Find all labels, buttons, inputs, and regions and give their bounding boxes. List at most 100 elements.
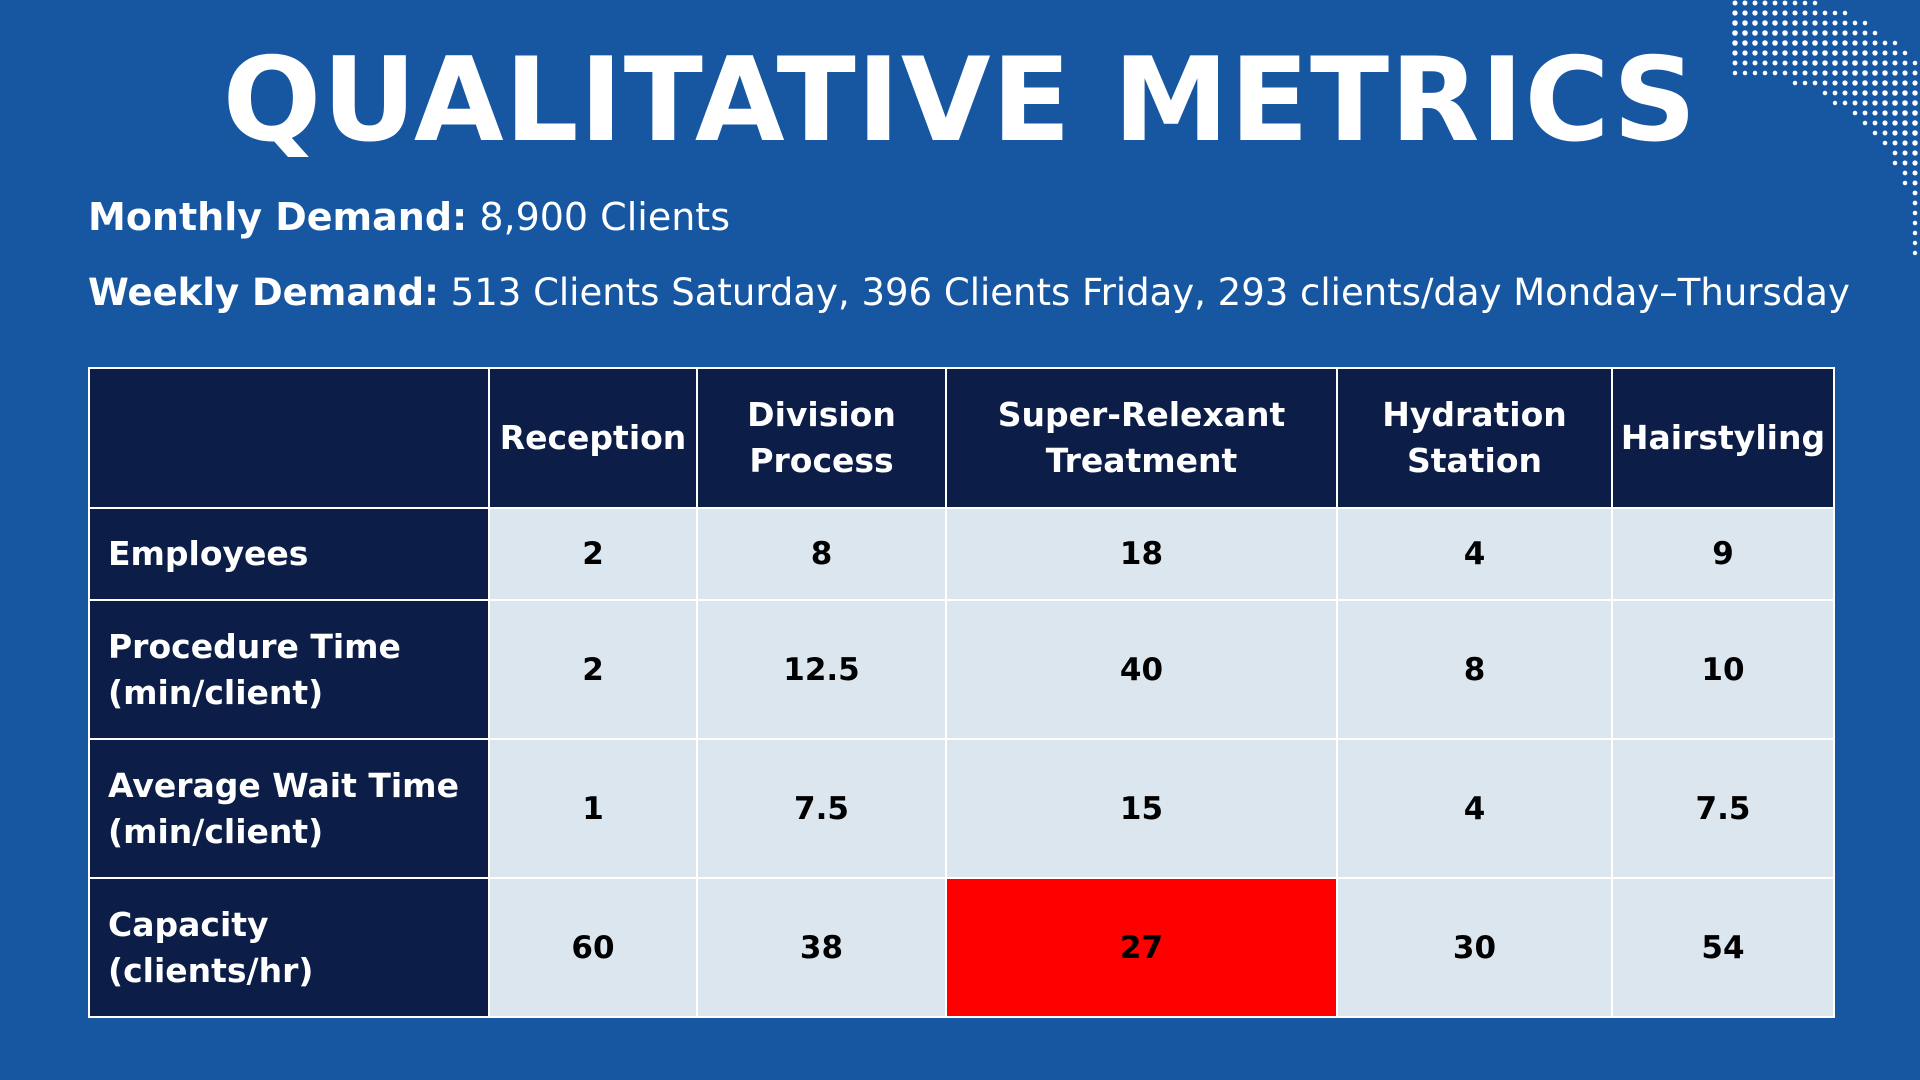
- decorative-dot: [1882, 50, 1888, 56]
- decorative-dot: [1912, 100, 1918, 106]
- decorative-dot: [1762, 10, 1768, 16]
- table-row: Capacity (clients/hr) 60 38 27 30 54: [88, 877, 1835, 1018]
- monthly-demand-value: 8,900 Clients: [467, 195, 730, 239]
- decorative-dot: [1782, 60, 1788, 66]
- decorative-dot: [1912, 90, 1918, 96]
- table-header-row: Reception Division Process Super-Relexant…: [88, 367, 1835, 509]
- decorative-dot: [1792, 50, 1798, 56]
- decorative-dot: [1752, 70, 1758, 76]
- decorative-dot: [1862, 60, 1868, 66]
- decorative-dot: [1822, 50, 1828, 56]
- decorative-dot: [1742, 20, 1748, 26]
- decorative-dot: [1912, 80, 1918, 86]
- decorative-dot: [1862, 120, 1868, 126]
- decorative-dot: [1822, 40, 1828, 46]
- decorative-dot: [1862, 20, 1868, 26]
- decorative-dot: [1912, 160, 1918, 166]
- table-cell: 9: [1611, 507, 1835, 601]
- decorative-dot: [1742, 30, 1748, 36]
- decorative-dot: [1872, 130, 1878, 136]
- decorative-dot: [1862, 50, 1868, 56]
- table-cell: 2: [488, 599, 698, 740]
- decorative-dot: [1812, 0, 1818, 6]
- decorative-dot: [1912, 70, 1918, 76]
- decorative-dot: [1802, 30, 1808, 36]
- table-row: Employees 2 8 18 4 9: [88, 507, 1835, 601]
- decorative-dot: [1892, 160, 1898, 166]
- decorative-dot: [1842, 60, 1848, 66]
- decorative-dot: [1832, 70, 1838, 76]
- table-cell: 8: [1336, 599, 1613, 740]
- decorative-dot: [1772, 50, 1778, 56]
- decorative-dot: [1772, 20, 1778, 26]
- decorative-dot: [1902, 50, 1908, 56]
- decorative-dot: [1732, 30, 1738, 36]
- monthly-demand-label: Monthly Demand:: [88, 195, 468, 239]
- decorative-dot: [1872, 120, 1878, 126]
- decorative-dot: [1782, 70, 1788, 76]
- decorative-dot: [1792, 0, 1798, 6]
- table-cell: 15: [945, 738, 1338, 879]
- decorative-dot: [1902, 180, 1908, 186]
- decorative-dot: [1782, 30, 1788, 36]
- decorative-dot: [1802, 60, 1808, 66]
- decorative-dot: [1772, 10, 1778, 16]
- weekly-demand-label: Weekly Demand:: [88, 271, 439, 314]
- page-title: QUALITATIVE METRICS: [222, 33, 1698, 168]
- decorative-dot: [1792, 30, 1798, 36]
- decorative-dot: [1792, 80, 1798, 86]
- decorative-dot: [1902, 80, 1908, 86]
- decorative-dot: [1752, 10, 1758, 16]
- table-cell: 54: [1611, 877, 1835, 1018]
- column-header: Division Process: [696, 367, 947, 509]
- decorative-dot: [1862, 100, 1868, 106]
- table-cell: 1: [488, 738, 698, 879]
- table-cell: 8: [696, 507, 947, 601]
- decorative-dot: [1772, 70, 1778, 76]
- decorative-dot: [1902, 170, 1908, 176]
- decorative-dot: [1902, 150, 1908, 156]
- decorative-dot: [1872, 90, 1878, 96]
- decorative-dot: [1832, 80, 1838, 86]
- decorative-dot: [1832, 40, 1838, 46]
- decorative-dot: [1812, 60, 1818, 66]
- decorative-dot: [1862, 80, 1868, 86]
- decorative-dot: [1742, 0, 1748, 6]
- decorative-dot: [1912, 220, 1918, 226]
- decorative-dot: [1812, 40, 1818, 46]
- decorative-dot: [1782, 50, 1788, 56]
- decorative-dot: [1732, 40, 1738, 46]
- decorative-dot: [1862, 110, 1868, 116]
- row-label-line: (min/client): [108, 672, 324, 712]
- decorative-dot: [1772, 30, 1778, 36]
- decorative-dot: [1792, 60, 1798, 66]
- decorative-dot: [1902, 110, 1908, 116]
- row-label-line: Employees: [108, 534, 309, 573]
- decorative-dot: [1892, 80, 1898, 86]
- table-cell: 4: [1336, 507, 1613, 601]
- decorative-dot: [1912, 140, 1918, 146]
- decorative-dot: [1912, 240, 1918, 246]
- decorative-dot: [1762, 70, 1768, 76]
- decorative-dot: [1912, 200, 1918, 206]
- decorative-dot: [1872, 70, 1878, 76]
- decorative-dot: [1892, 120, 1898, 126]
- decorative-dot: [1902, 130, 1908, 136]
- decorative-dot: [1832, 100, 1838, 106]
- decorative-dot: [1852, 70, 1858, 76]
- table-corner-cell: [88, 367, 490, 509]
- decorative-dot: [1832, 90, 1838, 96]
- decorative-dot: [1862, 70, 1868, 76]
- decorative-dot: [1912, 120, 1918, 126]
- table-cell: 7.5: [696, 738, 947, 879]
- decorative-dot: [1912, 210, 1918, 216]
- decorative-dot: [1872, 100, 1878, 106]
- table-cell: 2: [488, 507, 698, 601]
- decorative-dot-pattern: [1732, 0, 1918, 256]
- decorative-dot: [1912, 250, 1918, 256]
- decorative-dot: [1792, 10, 1798, 16]
- decorative-dot: [1792, 20, 1798, 26]
- decorative-dot: [1832, 60, 1838, 66]
- decorative-dot: [1812, 20, 1818, 26]
- column-header-line: Hydration: [1382, 395, 1567, 434]
